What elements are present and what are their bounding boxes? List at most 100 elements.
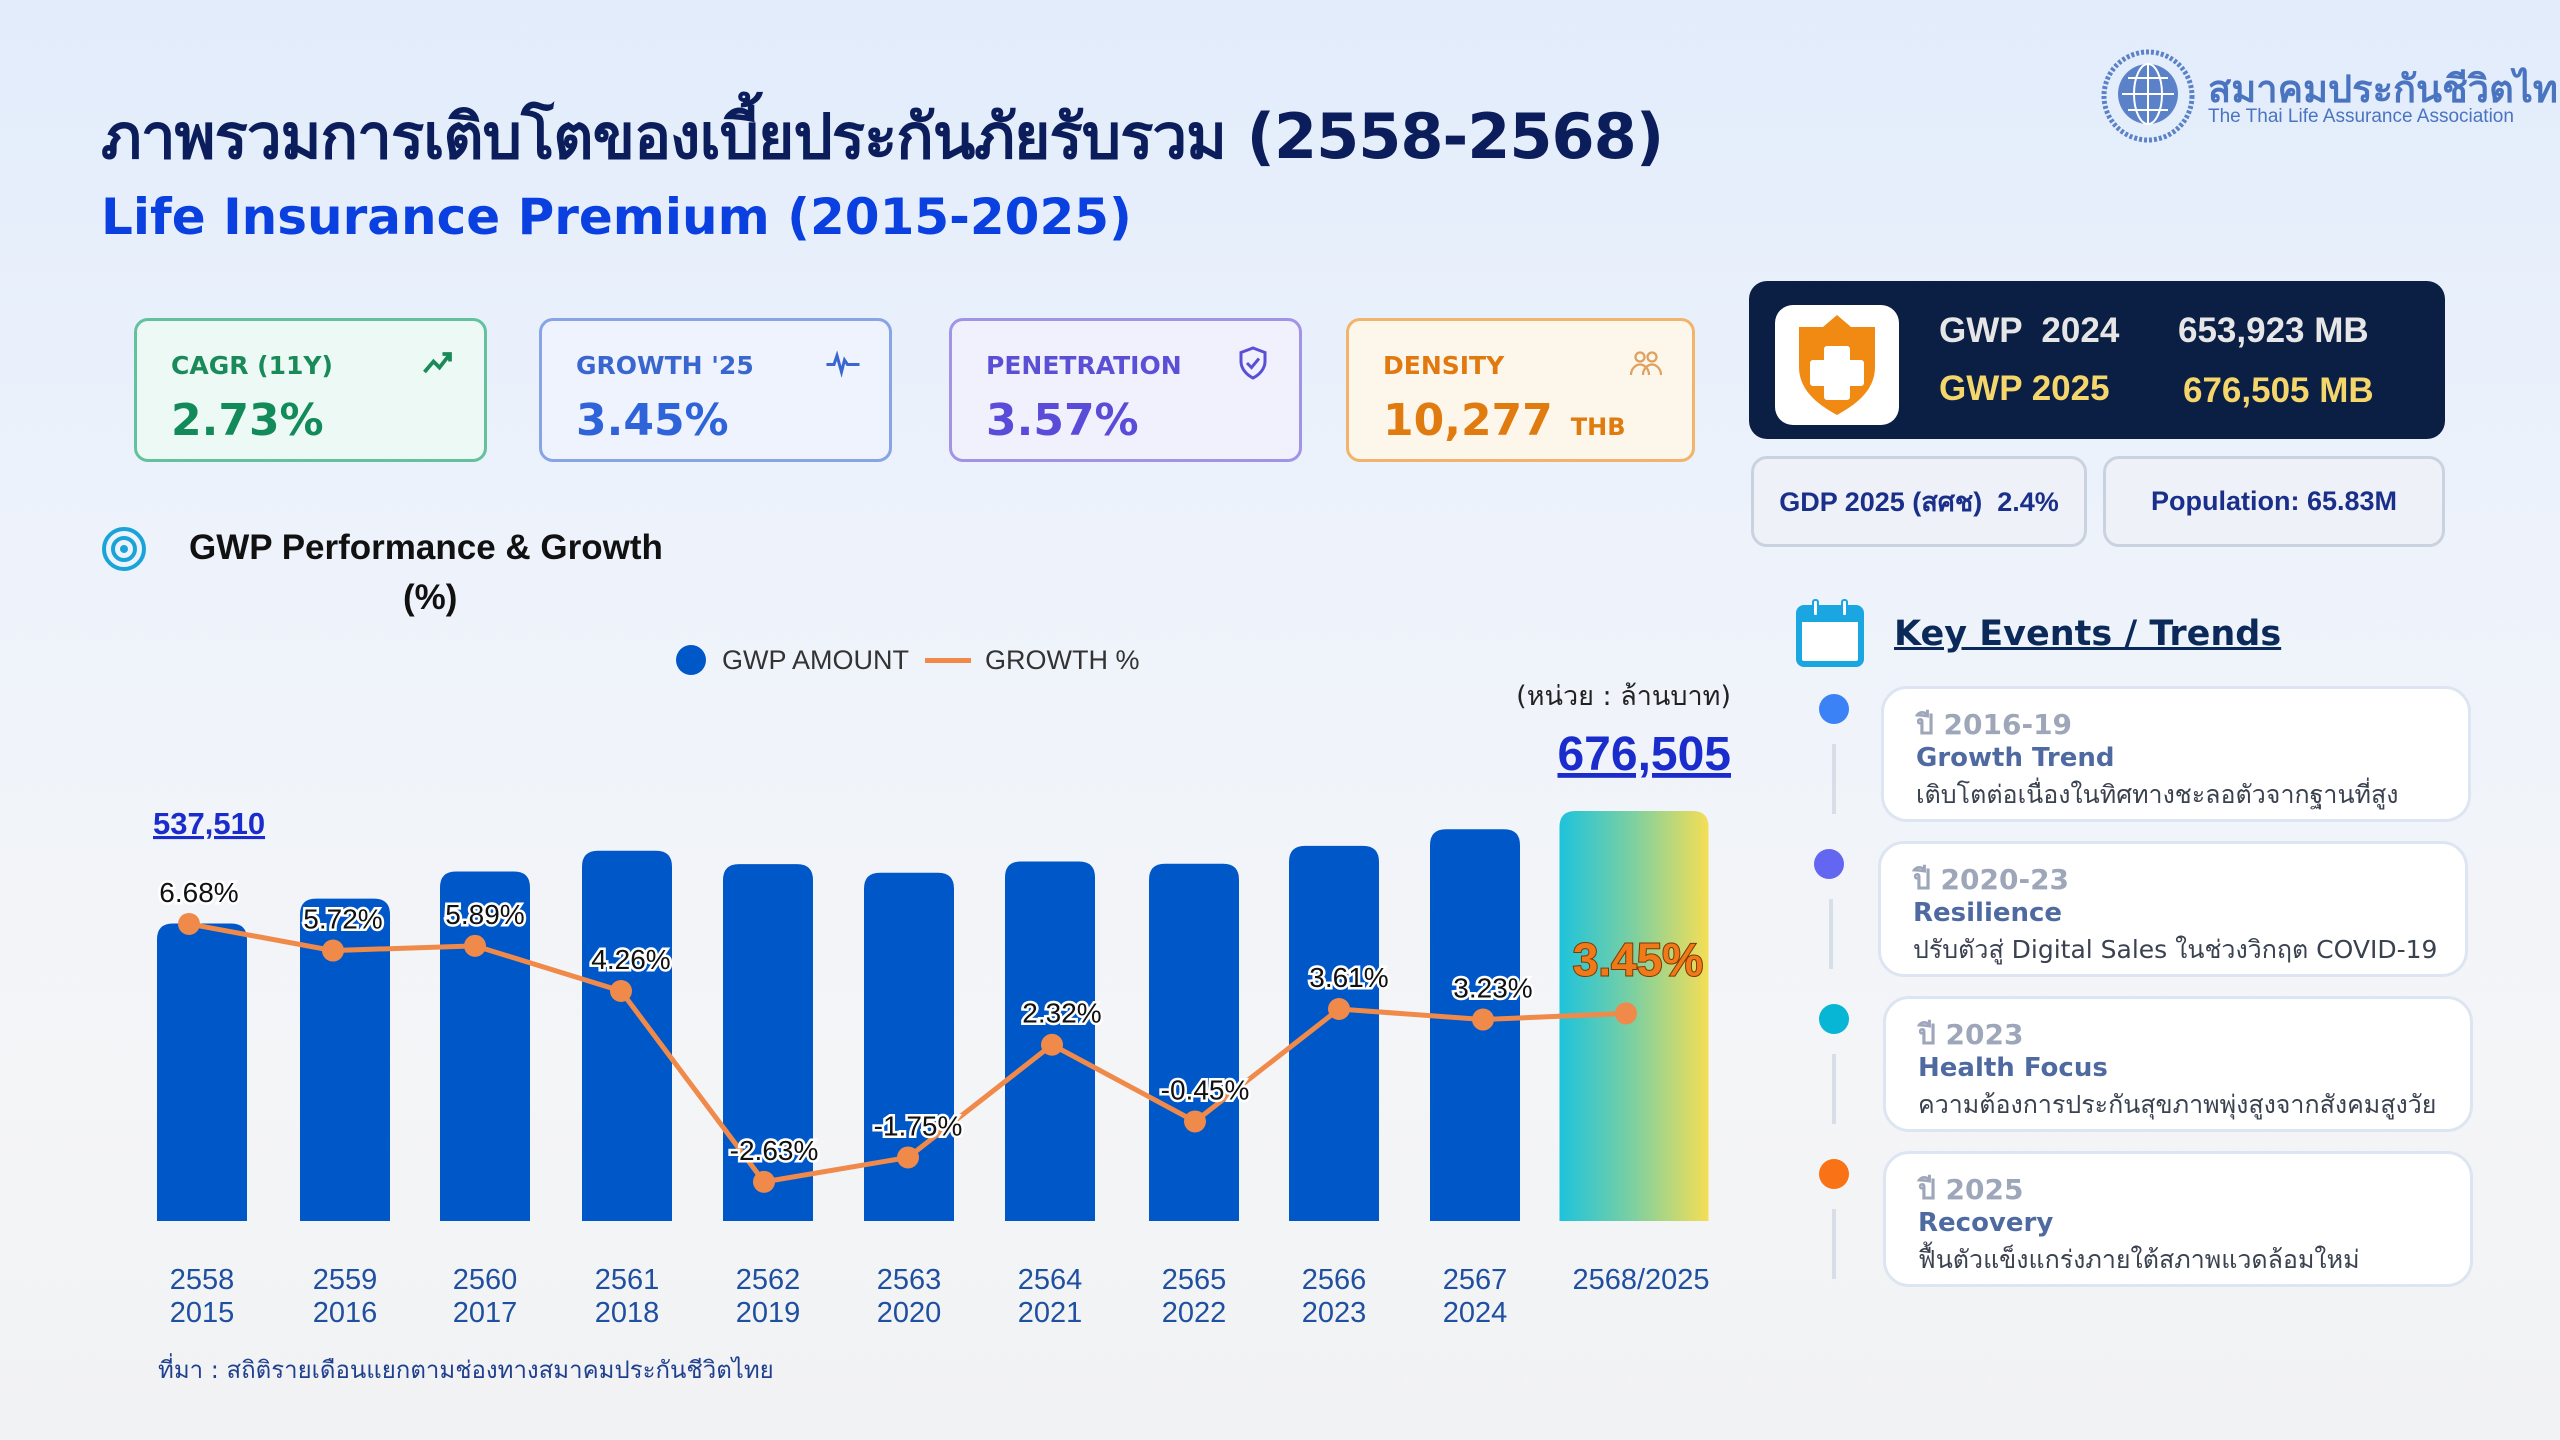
x-tick-label: 2015 — [170, 1297, 235, 1329]
growth-point — [1615, 1002, 1637, 1025]
growth-label: -1.75% — [874, 1110, 963, 1141]
bar-2566 — [1289, 845, 1379, 1221]
logo-english: The Thai Life Assurance Association — [2208, 106, 2514, 127]
shield-check-icon — [1239, 346, 1267, 380]
timeline-connector — [1832, 1054, 1836, 1124]
gwp-summary-box: GWP 2024 653,923 MB GWP 2025 676,505 MB — [1749, 281, 2445, 439]
shield-plus-icon — [1799, 315, 1875, 415]
chart-legend: GWP AMOUNT GROWTH % — [676, 640, 1140, 680]
source-note: ที่มา : สถิติรายเดือนแยกตามช่องทางสมาคมป… — [158, 1356, 774, 1384]
growth-point — [178, 912, 200, 935]
growth-label: 5.72% — [303, 904, 382, 935]
event-card: ปี 2016-19 Growth Trend เติบโตต่อเนื่องในท… — [1881, 686, 2471, 822]
x-tick-label: 2567 — [1443, 1264, 1508, 1296]
growth-label: 6.68% — [159, 877, 238, 908]
event-card: ปี 2020-23 Resilience ปรับตัวสู่ Digital S… — [1878, 841, 2468, 977]
kpi-penetration: PENETRATION 3.57% — [949, 318, 1302, 462]
growth-label: 3.23% — [1453, 973, 1532, 1004]
logo: สมาคมประกันชีวิตไทย The Thai Life Assura… — [2100, 48, 2560, 148]
growth-label: 3.61% — [1309, 962, 1388, 993]
growth-point — [1328, 998, 1350, 1021]
bar-2558 — [157, 923, 247, 1221]
x-tick-label: 2559 — [313, 1264, 378, 1296]
people-icon — [1629, 351, 1663, 376]
x-tick-label: 2568/2025 — [1572, 1264, 1709, 1296]
growth-label: -2.63% — [730, 1135, 819, 1166]
chart-title: GWP Performance & Growth — [189, 528, 663, 567]
growth-point — [1184, 1110, 1206, 1133]
event-card: ปี 2023 Health Focus ความต้องการประกันสุขภ… — [1883, 996, 2473, 1132]
x-tick-label: 2024 — [1443, 1297, 1508, 1329]
growth-label: 3.45% — [1573, 933, 1703, 985]
x-tick-label: 2565 — [1162, 1264, 1227, 1296]
event-name: Health Focus — [1918, 1053, 2108, 1083]
page-subtitle: Life Insurance Premium (2015-2025) — [101, 188, 1132, 246]
population-stat: Population: 65.83M — [2103, 456, 2445, 547]
legend-growth: GROWTH % — [985, 644, 1140, 675]
event-desc: ฟื้นตัวแข็งแกร่งภายใต้สภาพแวดล้อมใหม่ — [1918, 1245, 2360, 1274]
x-tick-label: 2020 — [877, 1297, 942, 1329]
event-name: Growth Trend — [1916, 743, 2115, 773]
event-year: ปี 2025 — [1918, 1173, 2024, 1206]
timeline-connector — [1832, 744, 1836, 814]
event-card: ปี 2025 Recovery ฟื้นตัวแข็งแกร่งภายใต้สภา… — [1883, 1151, 2473, 1287]
timeline-dot — [1819, 1159, 1849, 1189]
timeline-connector — [1832, 1209, 1836, 1279]
growth-point — [897, 1146, 919, 1169]
kpi-cagr: CAGR (11Y) 2.73% — [134, 318, 487, 462]
target-icon — [102, 527, 146, 571]
unit-label: (หน่วย : ล้านบาท) — [1516, 681, 1731, 712]
growth-label: 5.89% — [445, 899, 524, 930]
growth-point — [610, 979, 632, 1002]
timeline-dot — [1819, 694, 1849, 724]
kpi-growth: GROWTH '25 3.45% — [539, 318, 892, 462]
kpi-density: DENSITY 10,277 THB — [1346, 318, 1695, 462]
event-desc: เติบโตต่อเนื่องในทิศทางชะลอตัวจากฐานที่ส… — [1916, 780, 2399, 809]
x-tick-label: 2021 — [1018, 1297, 1083, 1329]
chart-title-unit: (%) — [403, 578, 458, 617]
calendar-icon — [1796, 599, 1864, 667]
growth-label: 4.26% — [591, 944, 670, 975]
last-value-label: 676,505 — [1557, 728, 1731, 781]
event-name: Recovery — [1918, 1208, 2054, 1238]
x-tick-label: 2023 — [1302, 1297, 1367, 1329]
growth-point — [1041, 1033, 1063, 1056]
bar-2560 — [440, 871, 530, 1221]
events-title: Key Events / Trends — [1894, 614, 2282, 654]
timeline-dot — [1814, 849, 1844, 879]
event-desc: ความต้องการประกันสุขภาพพุ่งสูงจากสังคมสู… — [1918, 1090, 2437, 1119]
x-tick-label: 2558 — [170, 1264, 235, 1296]
event-name: Resilience — [1913, 898, 2063, 928]
growth-point — [753, 1170, 775, 1193]
x-tick-label: 2016 — [313, 1297, 378, 1329]
x-tick-label: 2022 — [1162, 1297, 1227, 1329]
bar-2561 — [582, 850, 672, 1221]
x-tick-label: 2564 — [1018, 1264, 1083, 1296]
growth-point — [464, 934, 486, 957]
bar-2559 — [300, 898, 390, 1221]
timeline-connector — [1829, 899, 1833, 969]
page-title: ภาพรวมการเติบโตของเบี้ยประกันภัยรับรวม (… — [101, 100, 1664, 173]
event-year: ปี 2016-19 — [1916, 708, 2073, 741]
growth-label: -0.45% — [1161, 1074, 1250, 1105]
logo-thai: สมาคมประกันชีวิตไทย — [2208, 67, 2560, 111]
bar-2562 — [723, 864, 813, 1221]
bar-2563 — [864, 872, 954, 1221]
globe-logo-icon — [2101, 49, 2195, 143]
legend-bar-swatch — [676, 645, 706, 675]
x-tick-label: 2561 — [595, 1264, 660, 1296]
event-year: ปี 2020-23 — [1913, 863, 2070, 896]
legend-gwp: GWP AMOUNT — [722, 644, 910, 675]
growth-point — [1472, 1008, 1494, 1031]
x-tick-label: 2017 — [453, 1297, 518, 1329]
event-year: ปี 2023 — [1918, 1018, 2024, 1051]
growth-point — [322, 939, 344, 962]
x-tick-label: 2019 — [736, 1297, 801, 1329]
legend-line-swatch — [925, 657, 972, 663]
timeline-dot — [1819, 1004, 1849, 1034]
gwp-chart: 6.68% 5.72% 5.89% 4.26% -2.63% -1.75% 2.32% -0.… — [153, 728, 1731, 1329]
first-value-label: 537,510 — [153, 806, 265, 841]
x-tick-label: 2566 — [1302, 1264, 1367, 1296]
x-tick-label: 2562 — [736, 1264, 801, 1296]
growth-label: 2.32% — [1022, 998, 1101, 1029]
